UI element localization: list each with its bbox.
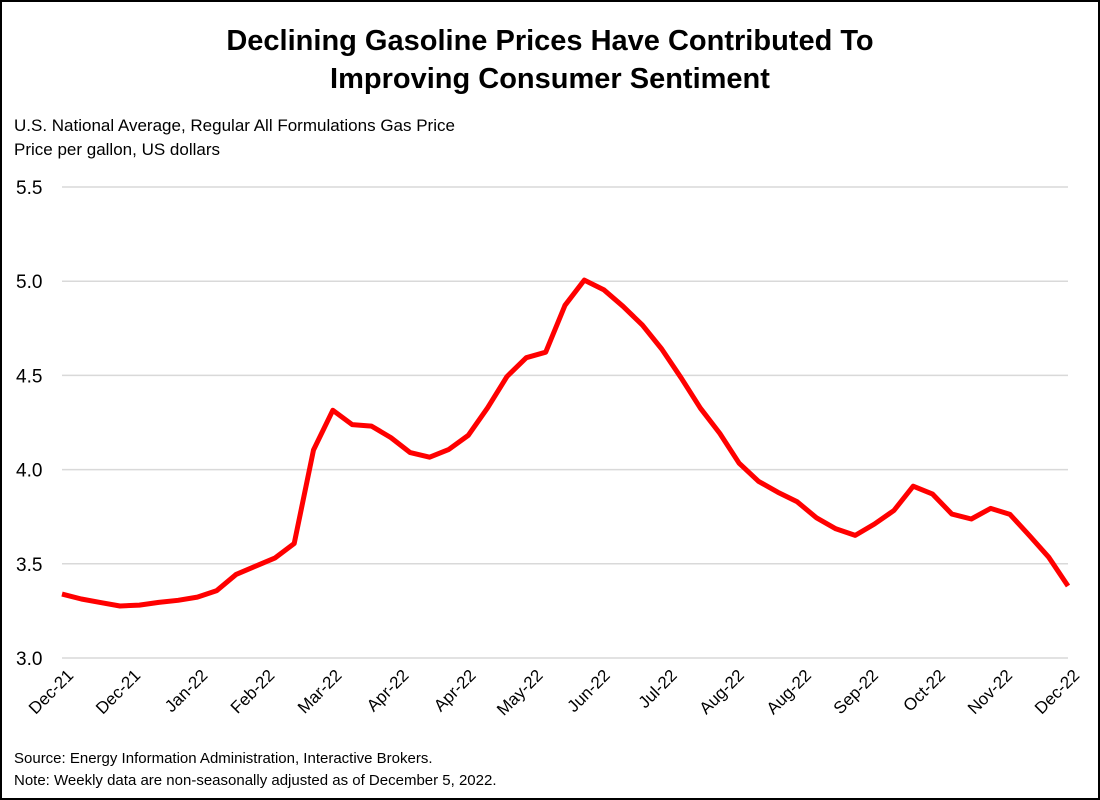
source-note: Source: Energy Information Administratio…	[14, 750, 433, 767]
chart-title-line-1: Declining Gasoline Prices Have Contribut…	[226, 25, 874, 57]
y-tick-label: 3.5	[16, 555, 42, 576]
chart-title-line-2: Improving Consumer Sentiment	[330, 63, 770, 95]
x-tick-label: Nov-22	[964, 666, 1016, 718]
x-tick-label: Mar-22	[294, 666, 346, 718]
x-tick-label: Jan-22	[161, 666, 211, 716]
x-tick-label: Jun-22	[564, 666, 614, 716]
y-tick-label: 5.5	[16, 178, 42, 199]
x-tick-label: Dec-21	[92, 666, 144, 718]
x-tick-label: Apr-22	[430, 666, 480, 716]
price-line	[61, 277, 1071, 609]
x-tick-label: Dec-22	[1031, 666, 1083, 718]
x-tick-label: Apr-22	[363, 666, 413, 716]
y-tick-label: 4.0	[16, 461, 42, 482]
y-tick-label: 3.0	[16, 649, 42, 670]
data-note: Note: Weekly data are non-seasonally adj…	[14, 772, 497, 789]
x-tick-label: Oct-22	[900, 666, 950, 716]
chart-subtitle-2: Price per gallon, US dollars	[14, 140, 220, 159]
x-tick-label: Aug-22	[763, 666, 815, 718]
x-tick-label: Feb-22	[227, 666, 279, 718]
x-tick-label: Sep-22	[830, 666, 882, 718]
y-tick-label: 5.0	[16, 272, 42, 293]
x-tick-label: May-22	[493, 666, 547, 720]
x-tick-label: Aug-22	[696, 666, 748, 718]
x-tick-label: Jul-22	[635, 666, 681, 712]
chart-subtitle-1: U.S. National Average, Regular All Formu…	[14, 116, 455, 135]
y-tick-label: 4.5	[16, 366, 42, 387]
x-tick-label: Dec-21	[25, 666, 77, 718]
